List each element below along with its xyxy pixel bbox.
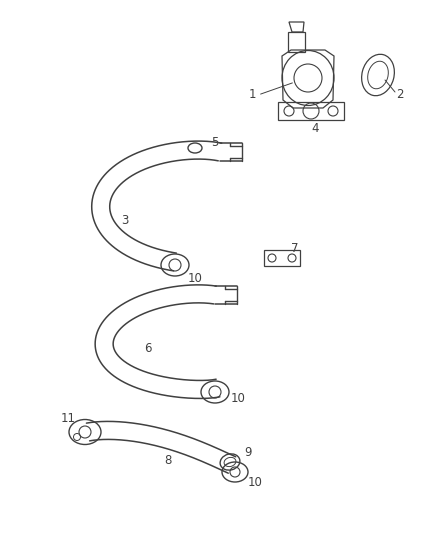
Text: 2: 2: [396, 88, 404, 101]
Text: 10: 10: [247, 477, 262, 489]
Text: 8: 8: [164, 454, 172, 466]
Text: 4: 4: [311, 122, 319, 134]
Text: 7: 7: [291, 241, 299, 254]
Text: 9: 9: [244, 447, 252, 459]
Text: 6: 6: [144, 342, 152, 354]
Text: 11: 11: [60, 411, 75, 424]
Text: 10: 10: [230, 392, 245, 405]
Text: 10: 10: [187, 271, 202, 285]
Text: 5: 5: [211, 135, 219, 149]
Text: 3: 3: [121, 214, 129, 227]
Text: 1: 1: [248, 88, 256, 101]
